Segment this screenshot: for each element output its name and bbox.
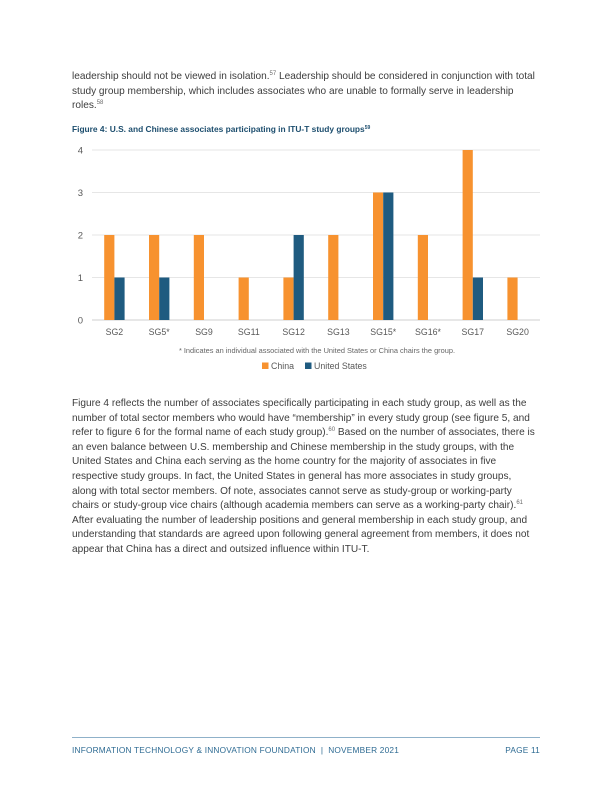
- bar-china: [462, 150, 473, 320]
- x-tick-label: SG16*: [415, 327, 441, 337]
- paragraph-analysis-text-c: After evaluating the number of leadershi…: [72, 514, 530, 555]
- y-tick-label: 2: [78, 231, 83, 242]
- endnote-ref-61[interactable]: 61: [516, 500, 523, 507]
- x-tick-label: SG13: [327, 327, 350, 337]
- y-tick-label: 3: [78, 188, 83, 199]
- x-tick-label: SG15*: [370, 327, 396, 337]
- chart-bars: [104, 150, 518, 320]
- footer-divider: [72, 737, 540, 738]
- bar-united-states: [159, 277, 170, 320]
- footer-publisher: INFORMATION TECHNOLOGY & INNOVATION FOUN…: [72, 745, 400, 755]
- bar-china: [149, 235, 160, 320]
- endnote-ref-57[interactable]: 57: [269, 71, 277, 77]
- paragraph-analysis: Figure 4 reflects the number of associat…: [72, 397, 538, 558]
- x-tick-label: SG17: [462, 327, 485, 337]
- chart-y-ticks: 0 1 2 3 4: [78, 146, 83, 327]
- bar-united-states: [383, 192, 394, 320]
- x-tick-label: SG9: [195, 327, 213, 337]
- paragraph-intro: leadership should not be viewed in isola…: [72, 70, 538, 114]
- paragraph-intro-text-a: leadership should not be viewed in isola…: [72, 71, 270, 82]
- figure-title: Figure 4: U.S. and Chinese associates pa…: [72, 124, 370, 134]
- paragraph-analysis-text-b: Based on the number of associates, there…: [72, 427, 535, 512]
- y-tick-label: 4: [78, 146, 83, 157]
- bar-china: [417, 235, 428, 320]
- chart-x-ticks: SG2 SG5* SG9 SG11 SG12 SG13 SG15* SG16* SG17 SG20: [106, 327, 529, 337]
- bar-china: [238, 277, 249, 320]
- bar-china: [328, 235, 339, 320]
- figure-footnote: * Indicates an individual associated wit…: [179, 346, 455, 355]
- y-tick-label: 1: [78, 273, 83, 284]
- endnote-ref-58[interactable]: 58: [96, 100, 104, 107]
- x-tick-label: SG12: [282, 327, 305, 337]
- legend-swatch: [262, 362, 269, 369]
- paragraph-intro-text-b: Leadership should be considered in conju…: [72, 71, 535, 112]
- x-tick-label: SG5*: [149, 327, 171, 337]
- bar-united-states: [472, 277, 483, 320]
- x-tick-label: SG2: [106, 327, 124, 337]
- legend-swatch: [305, 362, 312, 369]
- paragraph-analysis-text-a: Figure 4 reflects the number of associat…: [72, 398, 530, 439]
- bar-united-states: [293, 235, 304, 320]
- bar-china: [507, 277, 518, 320]
- legend-label: United States: [314, 361, 367, 371]
- bar-china: [373, 192, 384, 320]
- chart-legend: China United States: [262, 361, 367, 371]
- figure-title-text: Figure 4: U.S. and Chinese associates pa…: [72, 124, 365, 134]
- bar-china: [104, 235, 115, 320]
- y-tick-label: 0: [78, 316, 83, 327]
- bar-china: [283, 277, 294, 320]
- footer-page-number: PAGE 11: [505, 745, 540, 755]
- bar-united-states: [114, 277, 125, 320]
- bar-china: [193, 235, 204, 320]
- endnote-ref-59[interactable]: 59: [364, 125, 371, 131]
- legend-label: China: [271, 361, 294, 371]
- x-tick-label: SG11: [238, 327, 260, 337]
- endnote-ref-60[interactable]: 60: [328, 427, 336, 434]
- x-tick-label: SG20: [506, 327, 529, 337]
